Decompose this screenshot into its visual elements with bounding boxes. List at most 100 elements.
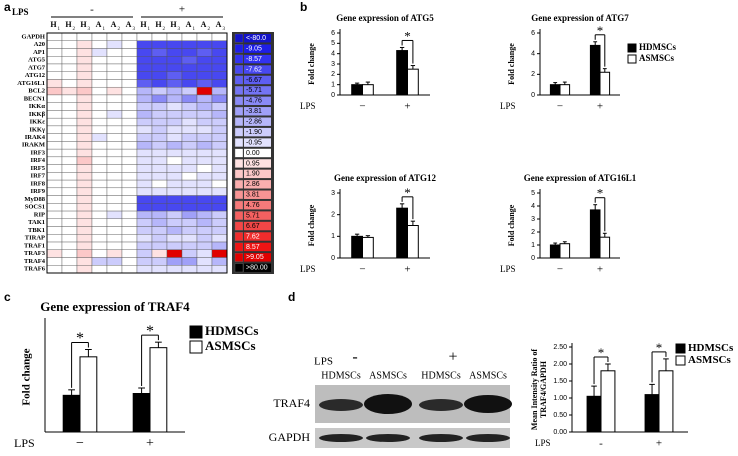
heat-cell bbox=[106, 234, 123, 243]
heat-cell bbox=[76, 102, 93, 111]
heat-cell bbox=[181, 195, 198, 204]
row-label: GAPDH bbox=[22, 33, 45, 40]
heat-cell bbox=[106, 141, 123, 150]
y-tick-label: 4 bbox=[531, 51, 535, 58]
heat-cell bbox=[46, 63, 63, 72]
heat-cell bbox=[91, 195, 108, 204]
heat-cell bbox=[46, 102, 63, 111]
scale-cell bbox=[244, 221, 271, 231]
heat-cell bbox=[91, 210, 108, 220]
heat-cell bbox=[181, 32, 198, 41]
heat-cell bbox=[196, 210, 213, 220]
legend-label: ASMSCs bbox=[205, 338, 256, 353]
scale-label: 0.95 bbox=[246, 160, 260, 167]
heat-cell bbox=[136, 86, 153, 96]
heat-cell bbox=[76, 86, 93, 96]
heat-cell bbox=[211, 210, 228, 220]
heat-cell bbox=[76, 203, 93, 212]
scale-swatch bbox=[234, 75, 244, 85]
heat-cell bbox=[46, 40, 63, 49]
heat-cell bbox=[76, 110, 93, 119]
heat-cell bbox=[61, 226, 78, 235]
heat-cell bbox=[136, 172, 153, 181]
heat-cell bbox=[121, 257, 138, 266]
heat-cell bbox=[196, 110, 213, 119]
column-label: A bbox=[96, 20, 102, 29]
heat-cell bbox=[46, 125, 63, 134]
column-label: H bbox=[140, 20, 147, 29]
heat-cell bbox=[136, 102, 153, 111]
bar bbox=[599, 71, 611, 96]
heat-cell bbox=[76, 56, 93, 65]
heat-cell bbox=[151, 172, 168, 181]
sig-star: * bbox=[597, 186, 604, 201]
heat-cell bbox=[181, 117, 198, 127]
y-tick-label: 1 bbox=[331, 82, 335, 89]
scale-cell bbox=[244, 159, 271, 168]
scale-swatch bbox=[234, 138, 244, 147]
scale-swatch bbox=[234, 232, 244, 241]
x-tick-label: + bbox=[597, 264, 603, 276]
heat-cell bbox=[196, 79, 213, 88]
heat-cell bbox=[211, 218, 228, 227]
heat-cell bbox=[46, 210, 63, 220]
heat-cell bbox=[151, 86, 168, 96]
heat-cell bbox=[61, 56, 78, 65]
heat-cell bbox=[91, 265, 108, 274]
chart-title: Gene expression of TRAF4 bbox=[40, 299, 190, 314]
x-tick-label: − bbox=[359, 264, 365, 276]
heat-cell bbox=[151, 234, 168, 243]
lps-label: LPS bbox=[12, 7, 29, 17]
row-label: BECN1 bbox=[24, 95, 45, 102]
heat-cell bbox=[91, 133, 108, 142]
scale-cell bbox=[244, 148, 271, 158]
heat-cell bbox=[61, 141, 78, 150]
y-tick-label: 1.50 bbox=[553, 378, 567, 385]
heat-cell bbox=[76, 71, 93, 80]
y-axis-label: Fold change bbox=[507, 43, 516, 85]
heat-cell bbox=[106, 32, 123, 41]
heat-cell bbox=[106, 195, 123, 204]
heat-cell bbox=[61, 172, 78, 181]
heat-cell bbox=[76, 141, 93, 150]
heat-cell bbox=[211, 63, 228, 72]
heat-cell bbox=[166, 226, 183, 235]
heat-cell bbox=[46, 32, 63, 41]
row-label: SOCS1 bbox=[25, 204, 45, 211]
heat-cell bbox=[106, 40, 123, 49]
heat-cell bbox=[76, 94, 93, 103]
error-bar bbox=[553, 82, 558, 85]
row-label: MyD88 bbox=[24, 196, 45, 203]
bar bbox=[549, 84, 561, 96]
heat-cell bbox=[121, 71, 138, 80]
column-sub: 3 bbox=[223, 27, 226, 32]
heat-cell bbox=[121, 249, 138, 258]
sig-star: * bbox=[146, 323, 154, 340]
row-label: TRAF4 bbox=[24, 258, 46, 265]
heat-cell bbox=[46, 94, 63, 103]
heat-cell bbox=[166, 218, 183, 227]
heat-cell bbox=[211, 187, 228, 196]
blot-lane: ASMSCs bbox=[469, 370, 507, 381]
heat-cell bbox=[211, 102, 228, 111]
heat-cell bbox=[181, 164, 198, 173]
band bbox=[466, 434, 510, 442]
heat-cell bbox=[211, 110, 228, 119]
y-tick-label: 0 bbox=[331, 255, 335, 262]
heat-cell bbox=[196, 32, 213, 41]
bar bbox=[351, 84, 364, 96]
heat-cell bbox=[181, 79, 198, 88]
blot-group: - bbox=[352, 349, 357, 366]
bar bbox=[362, 236, 374, 259]
heat-cell bbox=[181, 249, 198, 258]
scale-swatch bbox=[234, 159, 244, 168]
heat-cell bbox=[166, 148, 183, 158]
heat-cell bbox=[121, 156, 138, 165]
heat-cell bbox=[76, 148, 93, 158]
heat-cell bbox=[211, 40, 228, 49]
column-sub: 1 bbox=[58, 27, 61, 32]
heat-cell bbox=[181, 172, 198, 181]
heat-cell bbox=[106, 226, 123, 235]
heat-cell bbox=[46, 241, 63, 250]
heat-cell bbox=[196, 40, 213, 49]
